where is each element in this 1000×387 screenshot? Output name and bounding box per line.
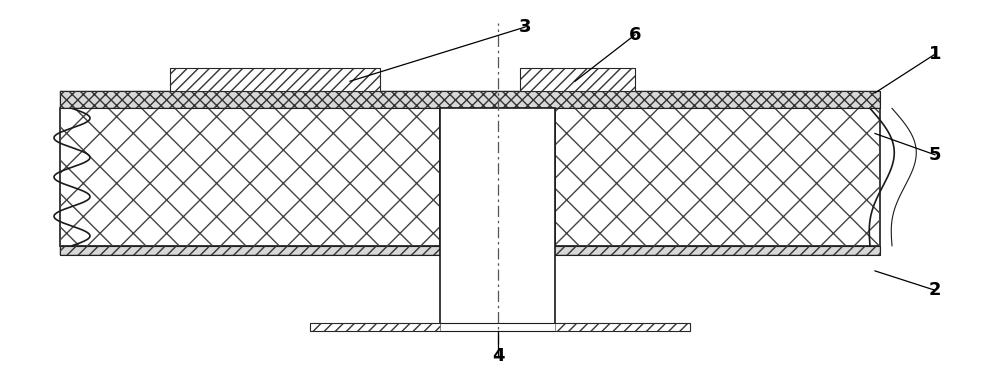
Bar: [555, 108, 880, 246]
Text: 6: 6: [629, 26, 641, 44]
Bar: [60, 246, 440, 255]
Bar: [520, 68, 635, 91]
Bar: [60, 91, 880, 108]
Bar: [310, 323, 440, 331]
Text: 4: 4: [492, 347, 504, 365]
Bar: [555, 323, 690, 331]
Bar: [310, 323, 690, 331]
Bar: [440, 108, 555, 325]
Bar: [520, 68, 635, 91]
Bar: [60, 91, 880, 108]
Bar: [555, 246, 880, 255]
Bar: [60, 246, 880, 255]
Bar: [170, 68, 380, 91]
Bar: [60, 108, 440, 246]
Text: 1: 1: [929, 45, 941, 63]
Text: 2: 2: [929, 281, 941, 299]
Bar: [555, 108, 880, 246]
Bar: [170, 68, 380, 91]
Text: 3: 3: [519, 18, 531, 36]
Bar: [60, 108, 440, 246]
Text: 5: 5: [929, 146, 941, 164]
